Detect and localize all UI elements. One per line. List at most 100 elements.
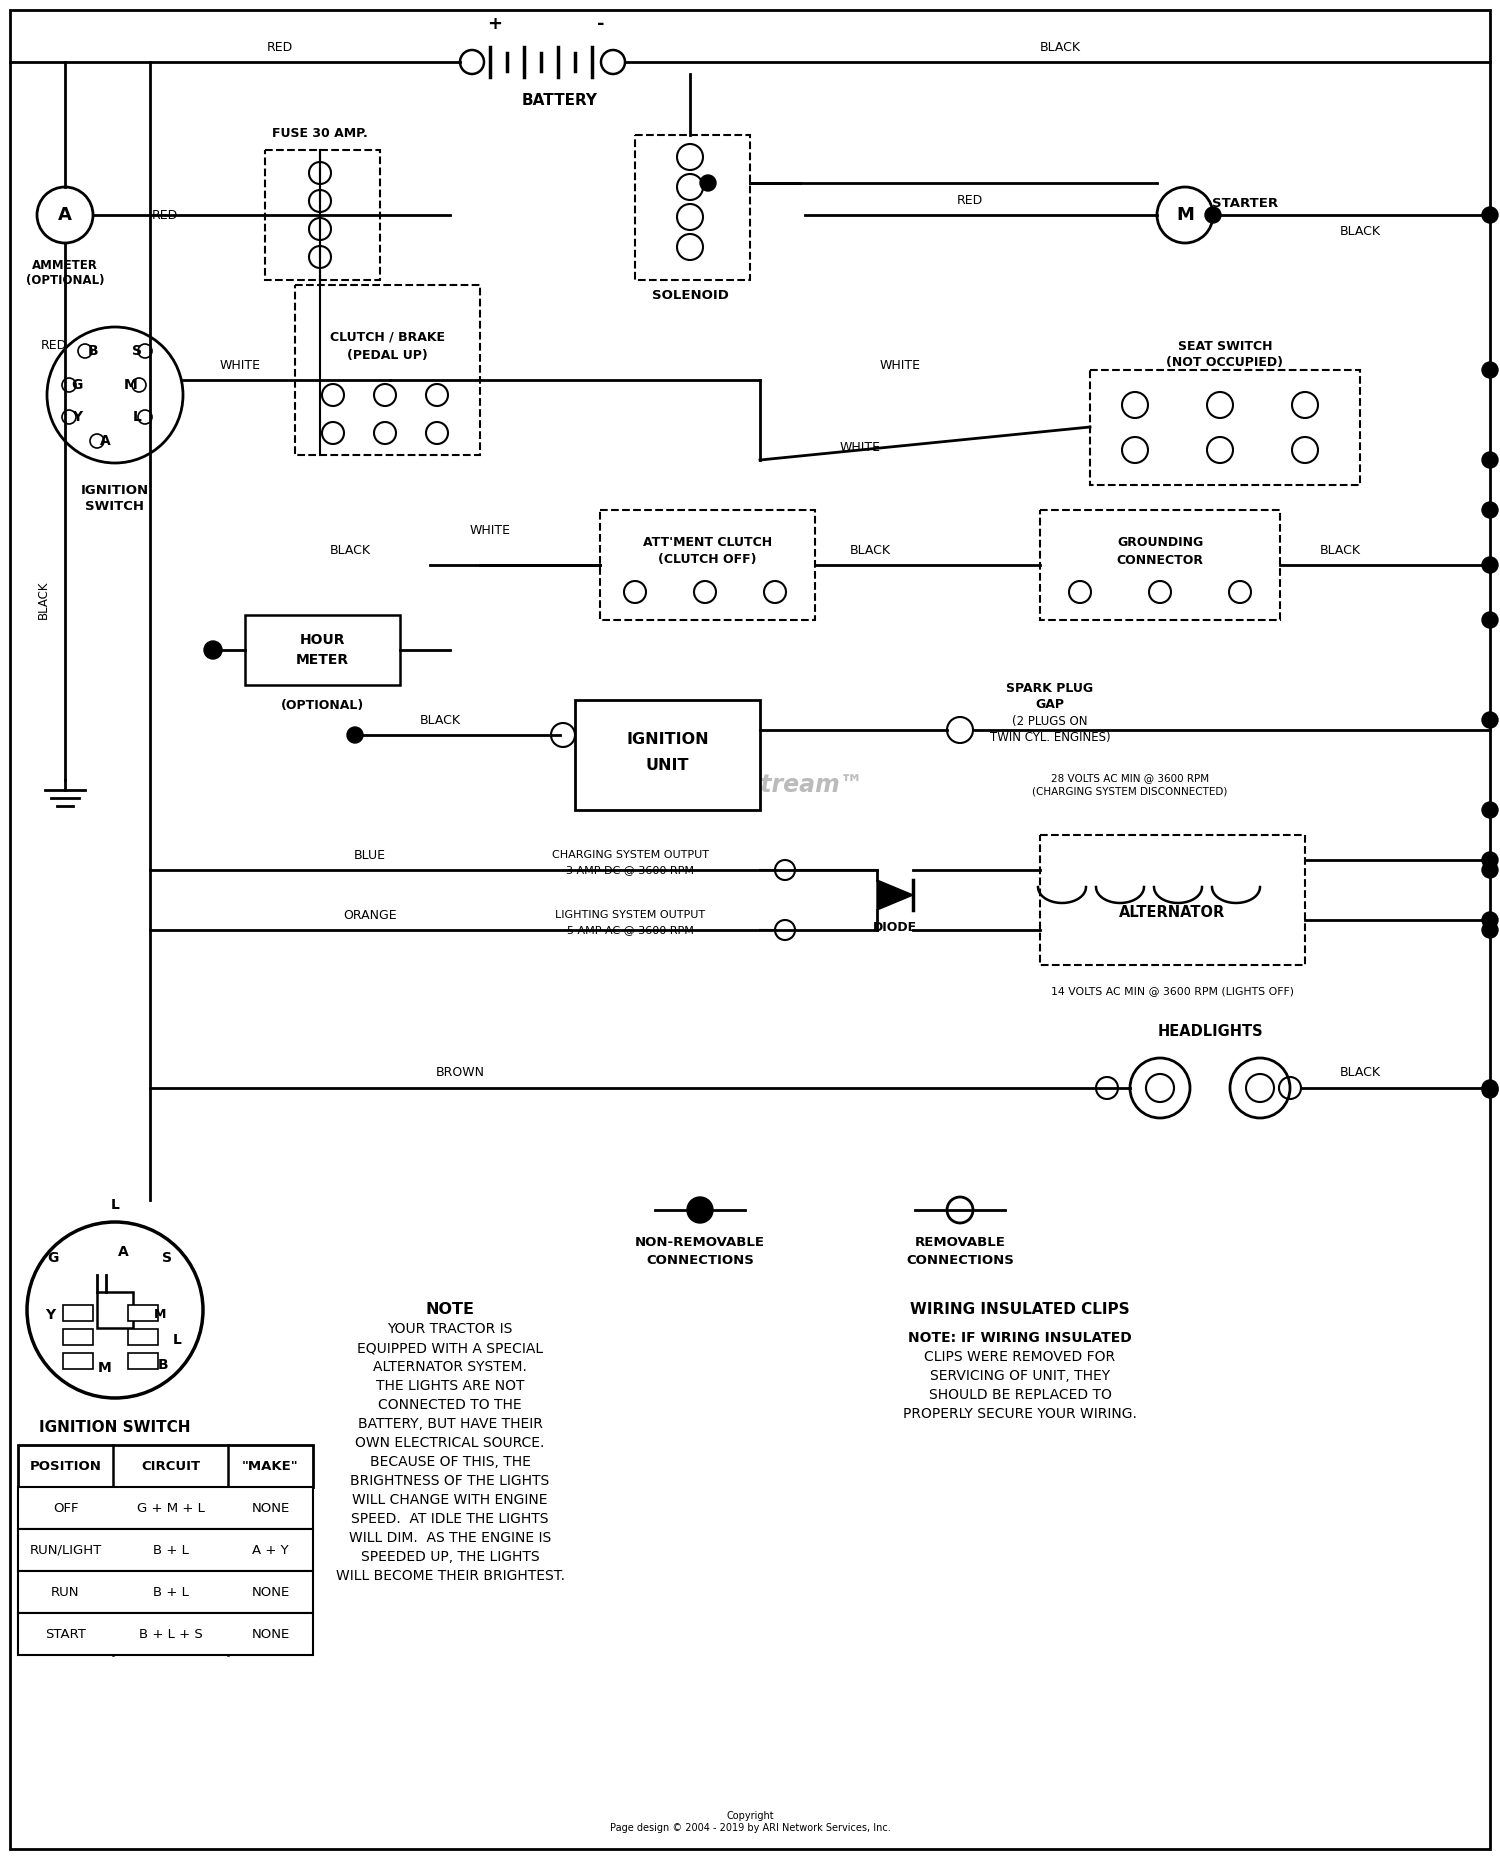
Text: BLACK: BLACK — [1320, 543, 1360, 556]
Bar — [244, 615, 400, 684]
Text: S: S — [162, 1251, 172, 1264]
Text: NONE: NONE — [252, 1502, 290, 1515]
Circle shape — [1482, 502, 1498, 519]
Text: (CLUTCH OFF): (CLUTCH OFF) — [658, 554, 756, 567]
Text: BLUE: BLUE — [354, 848, 386, 861]
Text: ARI PartStream™: ARI PartStream™ — [636, 773, 864, 798]
Bar — [18, 1444, 313, 1487]
Text: THE LIGHTS ARE NOT: THE LIGHTS ARE NOT — [375, 1379, 525, 1392]
Bar — [128, 1305, 158, 1322]
Text: IGNITION SWITCH: IGNITION SWITCH — [39, 1420, 190, 1435]
Text: G: G — [48, 1251, 58, 1264]
Bar — [63, 1305, 93, 1322]
Text: RED: RED — [957, 193, 982, 206]
Bar — [1040, 835, 1305, 965]
Text: L: L — [132, 411, 141, 424]
Text: RUN: RUN — [51, 1586, 80, 1599]
Text: SPEED.  AT IDLE THE LIGHTS: SPEED. AT IDLE THE LIGHTS — [351, 1511, 549, 1526]
Text: (NOT OCCUPIED): (NOT OCCUPIED) — [1167, 355, 1284, 368]
Bar — [1090, 370, 1360, 485]
Text: HOUR: HOUR — [300, 634, 345, 647]
Text: WILL CHANGE WITH ENGINE: WILL CHANGE WITH ENGINE — [352, 1493, 548, 1508]
Text: G: G — [72, 377, 82, 392]
Text: BLACK: BLACK — [1040, 41, 1080, 54]
Text: -: - — [597, 15, 604, 33]
Circle shape — [1482, 612, 1498, 628]
Text: IGNITION: IGNITION — [626, 732, 710, 747]
Text: START: START — [45, 1627, 86, 1640]
Text: CONNECTED TO THE: CONNECTED TO THE — [378, 1398, 522, 1413]
Text: TWIN CYL. ENGINES): TWIN CYL. ENGINES) — [990, 731, 1110, 744]
Text: A: A — [58, 206, 72, 223]
Circle shape — [1482, 851, 1498, 868]
Text: CONNECTIONS: CONNECTIONS — [646, 1253, 754, 1266]
Text: OWN ELECTRICAL SOURCE.: OWN ELECTRICAL SOURCE. — [356, 1435, 544, 1450]
Text: POSITION: POSITION — [30, 1459, 102, 1472]
Text: ALTERNATOR SYSTEM.: ALTERNATOR SYSTEM. — [374, 1361, 526, 1374]
Bar — [18, 1571, 313, 1614]
Circle shape — [1482, 206, 1498, 223]
Bar — [634, 136, 750, 281]
Text: WHITE: WHITE — [219, 359, 261, 372]
Text: SERVICING OF UNIT, THEY: SERVICING OF UNIT, THEY — [930, 1368, 1110, 1383]
Circle shape — [1482, 558, 1498, 573]
Text: BLACK: BLACK — [36, 580, 50, 619]
Bar — [1040, 509, 1280, 621]
Text: BLACK: BLACK — [420, 714, 460, 727]
Text: BROWN: BROWN — [435, 1065, 484, 1078]
Text: NON-REMOVABLE: NON-REMOVABLE — [634, 1236, 765, 1249]
Text: CONNECTIONS: CONNECTIONS — [906, 1253, 1014, 1266]
Text: WILL BECOME THEIR BRIGHTEST.: WILL BECOME THEIR BRIGHTEST. — [336, 1569, 564, 1584]
Text: M: M — [1176, 206, 1194, 223]
Bar — [98, 1292, 134, 1327]
Text: BATTERY: BATTERY — [522, 93, 599, 108]
Text: SOLENOID: SOLENOID — [651, 288, 729, 301]
Text: B + L: B + L — [153, 1543, 189, 1556]
Text: 28 VOLTS AC MIN @ 3600 RPM: 28 VOLTS AC MIN @ 3600 RPM — [1052, 773, 1209, 783]
Text: ATT'MENT CLUTCH: ATT'MENT CLUTCH — [644, 535, 772, 548]
Bar — [18, 1528, 313, 1571]
Text: GROUNDING: GROUNDING — [1118, 535, 1203, 548]
Text: SHOULD BE REPLACED TO: SHOULD BE REPLACED TO — [928, 1389, 1112, 1402]
Text: "MAKE": "MAKE" — [242, 1459, 298, 1472]
Text: Copyright
Page design © 2004 - 2019 by ARI Network Services, Inc.: Copyright Page design © 2004 - 2019 by A… — [609, 1811, 891, 1833]
Text: BLACK: BLACK — [330, 543, 370, 556]
Text: SPEEDED UP, THE LIGHTS: SPEEDED UP, THE LIGHTS — [360, 1550, 540, 1563]
Text: AMMETER: AMMETER — [32, 258, 98, 271]
Text: WHITE: WHITE — [840, 441, 880, 454]
Bar — [63, 1353, 93, 1368]
Circle shape — [1204, 206, 1221, 223]
Circle shape — [1482, 1082, 1498, 1099]
Text: A: A — [99, 433, 111, 448]
Text: RED: RED — [152, 208, 178, 221]
Circle shape — [1482, 913, 1498, 928]
Circle shape — [346, 727, 363, 744]
Text: PROPERLY SECURE YOUR WIRING.: PROPERLY SECURE YOUR WIRING. — [903, 1407, 1137, 1420]
Text: LIGHTING SYSTEM OUTPUT: LIGHTING SYSTEM OUTPUT — [555, 911, 705, 920]
Text: METER: METER — [296, 653, 350, 667]
Bar — [296, 284, 480, 455]
Text: EQUIPPED WITH A SPECIAL: EQUIPPED WITH A SPECIAL — [357, 1340, 543, 1355]
Circle shape — [1482, 712, 1498, 729]
Text: (OPTIONAL): (OPTIONAL) — [26, 273, 104, 286]
Bar — [266, 151, 380, 281]
Text: SPARK PLUG: SPARK PLUG — [1007, 682, 1094, 695]
Text: UNIT: UNIT — [645, 757, 688, 773]
Text: CLIPS WERE REMOVED FOR: CLIPS WERE REMOVED FOR — [924, 1350, 1116, 1365]
Text: BLACK: BLACK — [849, 543, 891, 556]
Text: NONE: NONE — [252, 1586, 290, 1599]
Text: BLACK: BLACK — [1340, 225, 1380, 238]
Text: CONNECTOR: CONNECTOR — [1116, 554, 1203, 567]
Text: M: M — [124, 377, 138, 392]
Text: Y: Y — [45, 1309, 56, 1322]
Text: S: S — [132, 344, 142, 359]
Text: HEADLIGHTS: HEADLIGHTS — [1156, 1024, 1263, 1039]
Text: BRIGHTNESS OF THE LIGHTS: BRIGHTNESS OF THE LIGHTS — [351, 1474, 549, 1487]
Text: B + L: B + L — [153, 1586, 189, 1599]
Text: DIODE: DIODE — [873, 920, 916, 933]
Text: WILL DIM.  AS THE ENGINE IS: WILL DIM. AS THE ENGINE IS — [350, 1532, 550, 1545]
Text: IGNITION: IGNITION — [81, 483, 148, 496]
Text: RED: RED — [40, 338, 68, 351]
Text: CIRCUIT: CIRCUIT — [141, 1459, 200, 1472]
Text: SWITCH: SWITCH — [86, 500, 144, 513]
